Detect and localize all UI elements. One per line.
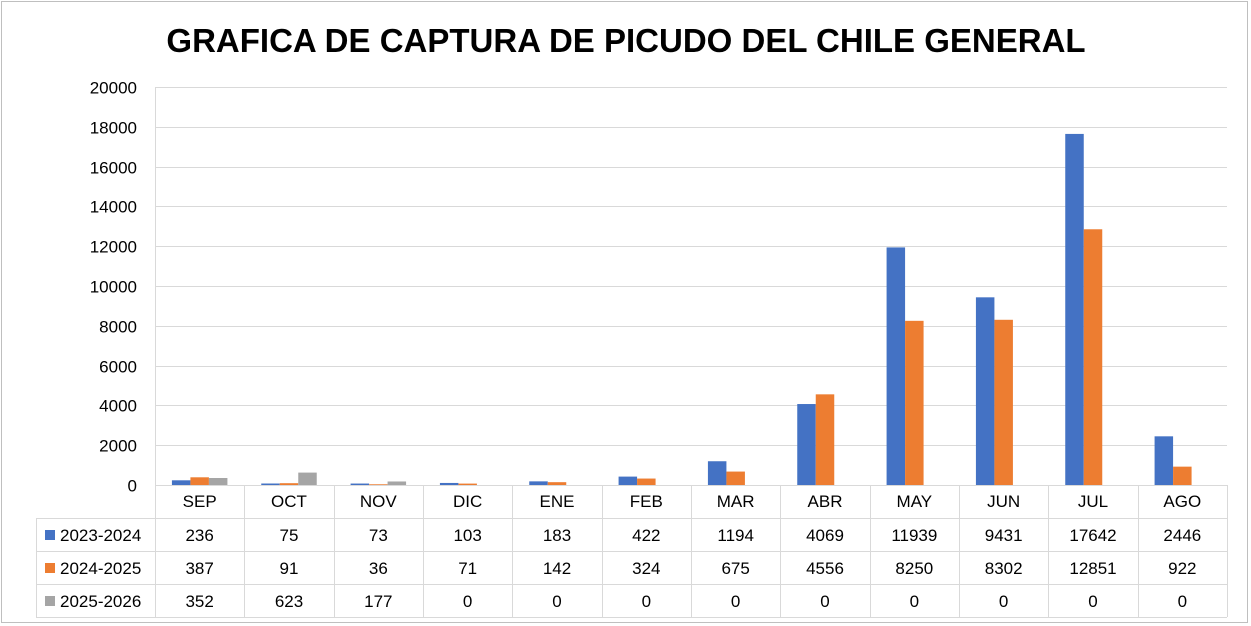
data-label: 73 — [369, 526, 388, 545]
data-label: 0 — [1088, 592, 1097, 611]
bar — [707, 461, 727, 485]
legend-swatch — [45, 563, 55, 573]
legend-swatch — [45, 596, 55, 606]
data-label: 0 — [1178, 592, 1187, 611]
data-label: 142 — [543, 559, 571, 578]
data-label: 4069 — [806, 526, 844, 545]
data-label: 236 — [185, 526, 213, 545]
y-tick-label: 2000 — [99, 437, 137, 456]
x-tick-label: JUN — [987, 492, 1020, 511]
bar — [815, 394, 835, 485]
bar — [439, 482, 459, 485]
y-tick-label: 18000 — [90, 119, 137, 138]
data-label: 0 — [552, 592, 561, 611]
data-label: 0 — [910, 592, 919, 611]
data-label: 103 — [453, 526, 481, 545]
data-label: 675 — [721, 559, 749, 578]
bar — [1173, 466, 1192, 485]
bar — [886, 247, 906, 485]
data-label: 623 — [275, 592, 303, 611]
legend-label: 2025-2026 — [60, 592, 141, 611]
y-tick-label: 12000 — [90, 238, 137, 257]
data-label: 8250 — [895, 559, 933, 578]
bar — [261, 483, 280, 485]
x-tick-label: DIC — [453, 492, 482, 511]
bar — [618, 476, 638, 485]
data-label: 1194 — [717, 526, 754, 545]
bar — [350, 483, 370, 485]
data-label: 71 — [458, 559, 477, 578]
bar — [726, 471, 745, 485]
data-label: 12851 — [1069, 559, 1116, 578]
data-label: 91 — [280, 559, 299, 578]
bar — [1065, 133, 1084, 486]
bar — [369, 484, 388, 485]
bar — [1154, 436, 1174, 485]
bar — [298, 472, 317, 485]
legend-label: 2024-2025 — [60, 559, 141, 578]
bar — [171, 480, 191, 485]
data-label: 36 — [369, 559, 388, 578]
data-label: 0 — [731, 592, 740, 611]
x-tick-label: JUL — [1078, 492, 1108, 511]
bar — [905, 320, 924, 485]
data-label: 183 — [543, 526, 571, 545]
y-axis-ticks: 0 2000 4000 6000 8000 10000 12000 14000 16000 180… — [90, 79, 137, 496]
data-label: 422 — [632, 526, 660, 545]
bars — [171, 133, 1192, 486]
x-tick-label: MAR — [717, 492, 755, 511]
bar — [994, 319, 1013, 485]
y-tick-label: 14000 — [90, 198, 137, 217]
legend-swatch — [45, 530, 55, 540]
bar — [208, 478, 228, 485]
x-tick-label: MAY — [897, 492, 933, 511]
bar — [1083, 229, 1103, 485]
x-tick-label: SEP — [183, 492, 217, 511]
data-label: 922 — [1168, 559, 1196, 578]
data-label: 17642 — [1069, 526, 1116, 545]
y-tick-label: 4000 — [99, 397, 137, 416]
x-tick-label: ABR — [808, 492, 843, 511]
y-tick-label: 6000 — [99, 358, 137, 377]
y-tick-label: 0 — [128, 477, 137, 496]
data-table: SEP OCT NOV DIC ENE FEB MAR ABR MAY JUN JUL AGO 2023… — [36, 485, 1228, 618]
x-tick-label: OCT — [271, 492, 307, 511]
x-tick-label: NOV — [360, 492, 398, 511]
x-tick-label: FEB — [630, 492, 663, 511]
legend-label: 2023-2024 — [60, 526, 141, 545]
data-label: 11939 — [891, 526, 937, 545]
data-label: 177 — [364, 592, 392, 611]
data-label: 0 — [642, 592, 651, 611]
data-label: 9431 — [985, 526, 1023, 545]
y-tick-label: 20000 — [90, 79, 137, 98]
data-label: 75 — [280, 526, 299, 545]
data-label: 0 — [463, 592, 472, 611]
bar — [458, 483, 477, 485]
data-label: 324 — [632, 559, 660, 578]
bar — [637, 478, 656, 485]
data-label: 8302 — [985, 559, 1023, 578]
data-label: 2446 — [1163, 526, 1201, 545]
data-label: 387 — [185, 559, 213, 578]
bar — [279, 483, 299, 485]
x-tick-label: AGO — [1163, 492, 1201, 511]
bar — [975, 297, 995, 485]
data-label: 0 — [820, 592, 829, 611]
data-label: 0 — [999, 592, 1008, 611]
y-tick-label: 10000 — [90, 278, 137, 297]
bar — [190, 477, 209, 485]
data-label: 4556 — [806, 559, 844, 578]
bar — [529, 481, 548, 485]
bar — [547, 482, 567, 485]
y-tick-label: 8000 — [99, 318, 137, 337]
chart-title: GRAFICA DE CAPTURA DE PICUDO DEL CHILE G… — [166, 22, 1085, 59]
bar — [387, 481, 407, 485]
x-tick-label: ENE — [540, 492, 575, 511]
data-label: 352 — [185, 592, 213, 611]
bar — [797, 404, 816, 485]
y-tick-label: 16000 — [90, 159, 137, 178]
